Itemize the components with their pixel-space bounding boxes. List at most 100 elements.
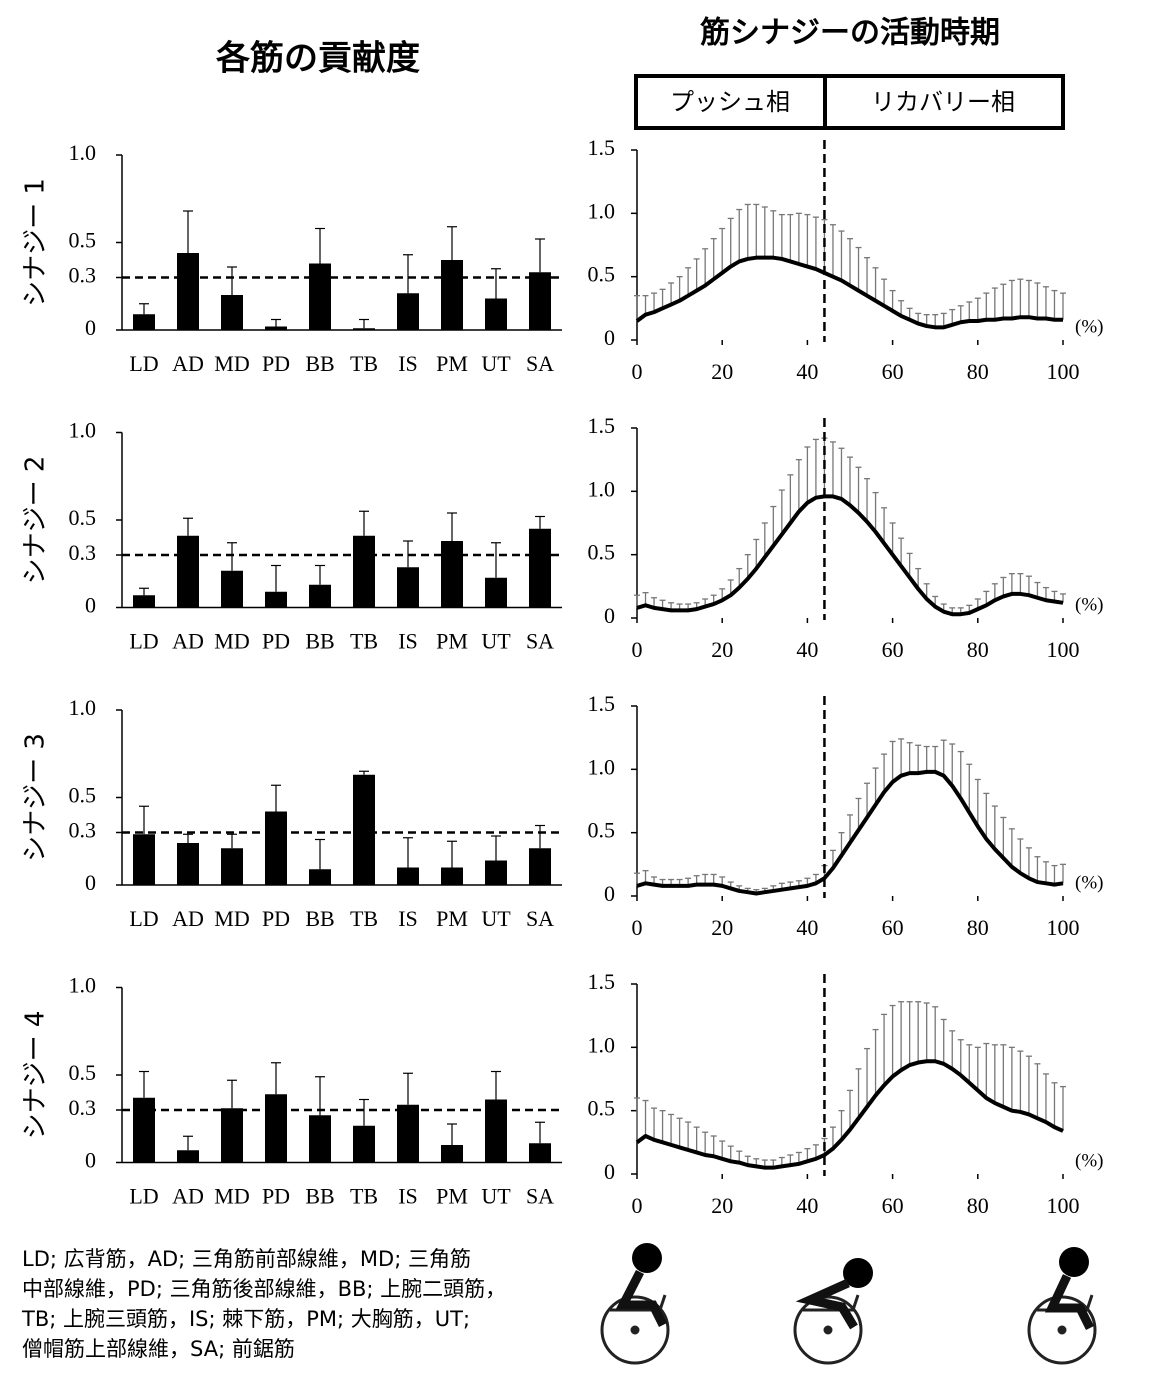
x-tick-label: LD (129, 1184, 158, 1209)
x-tick-label: PD (262, 1184, 290, 1209)
x-unit-label: (%) (1075, 1150, 1103, 1171)
bar (177, 253, 199, 330)
footnote-line: TB; 上腕三頭筋，IS; 棘下筋，PM; 大胸筋，UT; (21, 1307, 470, 1331)
x-tick-label: 0 (632, 1193, 643, 1218)
x-tick-label: UT (481, 351, 511, 376)
y-axis-label: シナジー 4 (21, 1011, 51, 1140)
x-tick-label: 80 (967, 1193, 989, 1218)
y-tick-label: 1.0 (69, 140, 97, 165)
bar (309, 1115, 331, 1163)
bar (309, 584, 331, 608)
x-tick-label: IS (398, 351, 418, 376)
footnote-line: 中部線維，PD; 三角筋後部線維，BB; 上腕二頭筋， (22, 1277, 506, 1301)
mean-line (636, 769, 1064, 896)
x-tick-label: SA (526, 629, 554, 654)
y-tick-label: 1.5 (588, 969, 616, 994)
x-tick-label: AD (172, 1184, 204, 1209)
x-tick-label: UT (481, 1184, 511, 1209)
x-tick-label: 20 (711, 915, 733, 940)
bar (221, 570, 243, 608)
y-tick-label: 1.0 (588, 476, 616, 501)
y-axis-label: シナジー 1 (21, 178, 51, 307)
x-tick-label: TB (350, 906, 378, 931)
x-tick-label: PM (436, 629, 468, 654)
x-tick-label: TB (350, 629, 378, 654)
bar (397, 867, 419, 885)
mean-line (635, 1059, 1064, 1170)
y-tick-label: 1.0 (588, 198, 616, 223)
x-tick-label: 60 (882, 637, 904, 662)
y-tick-label: 0.5 (69, 228, 97, 253)
bar (309, 263, 331, 330)
bar (441, 867, 463, 885)
y-tick-label: 1.5 (588, 413, 616, 438)
y-tick-label: 1.0 (588, 1032, 616, 1057)
y-tick-label: 0.5 (69, 505, 97, 530)
x-unit-label: (%) (1075, 872, 1103, 893)
x-tick-label: MD (214, 351, 249, 376)
y-tick-label: 0 (604, 603, 615, 628)
y-tick-label: 0.5 (588, 262, 616, 287)
y-tick-label: 0 (604, 1159, 615, 1184)
x-tick-label: MD (214, 1184, 249, 1209)
x-tick-label: 100 (1047, 1193, 1080, 1218)
x-tick-label: SA (526, 351, 554, 376)
y-axis-label: シナジー 2 (21, 456, 51, 585)
footnote-line: 僧帽筋上部線維，SA; 前鋸筋 (22, 1337, 295, 1361)
x-tick-label: IS (398, 629, 418, 654)
x-tick-label: PD (262, 351, 290, 376)
bar (265, 591, 287, 608)
x-tick-label: TB (350, 351, 378, 376)
x-tick-label: BB (305, 629, 334, 654)
bar (353, 328, 375, 330)
y-tick-label: 0.5 (69, 1060, 97, 1085)
x-tick-label: 80 (967, 637, 989, 662)
phase-box (634, 74, 1065, 130)
y-tick-label: 0.5 (588, 1096, 616, 1121)
footnote-line: LD; 広背筋，AD; 三角筋前部線維，MD; 三角筋 (22, 1247, 471, 1271)
y-tick-label: 1.0 (69, 973, 97, 998)
x-tick-label: PD (262, 629, 290, 654)
phase-label: リカバリー相 (871, 88, 1015, 116)
x-tick-label: 40 (796, 915, 818, 940)
x-tick-label: AD (172, 629, 204, 654)
bar (265, 326, 287, 330)
bar (265, 811, 287, 885)
x-tick-label: AD (172, 906, 204, 931)
bar (177, 843, 199, 885)
x-tick-label: AD (172, 351, 204, 376)
bar (221, 848, 243, 885)
y-tick-label: 0.3 (69, 1095, 97, 1120)
y-axis-label: シナジー 3 (21, 733, 51, 862)
x-tick-label: PM (436, 351, 468, 376)
bar (397, 1104, 419, 1163)
bar (133, 314, 155, 330)
x-tick-label: 100 (1047, 637, 1080, 662)
x-tick-label: 60 (882, 1193, 904, 1218)
y-tick-label: 0 (85, 1148, 96, 1173)
x-tick-label: 20 (711, 1193, 733, 1218)
wheelchair-icon (1027, 1247, 1097, 1365)
x-tick-label: MD (214, 629, 249, 654)
y-tick-label: 1.5 (588, 691, 616, 716)
y-tick-label: 1.5 (588, 135, 616, 160)
x-tick-label: BB (305, 1184, 334, 1209)
x-tick-label: IS (398, 906, 418, 931)
bar (221, 295, 243, 330)
footnote: LD; 広背筋，AD; 三角筋前部線維，MD; 三角筋 中部線維，PD; 三角筋… (21, 1247, 506, 1361)
x-tick-label: 40 (796, 637, 818, 662)
bar (397, 567, 419, 608)
bar (353, 774, 375, 885)
x-unit-label: (%) (1075, 316, 1103, 337)
y-tick-label: 1.0 (69, 418, 97, 443)
bar (529, 528, 551, 608)
bar (441, 541, 463, 608)
bar (353, 1125, 375, 1163)
x-tick-label: 60 (882, 359, 904, 384)
x-tick-label: MD (214, 906, 249, 931)
x-tick-label: LD (129, 906, 158, 931)
bar (485, 298, 507, 330)
x-tick-label: 40 (796, 1193, 818, 1218)
y-tick-label: 0.5 (69, 783, 97, 808)
